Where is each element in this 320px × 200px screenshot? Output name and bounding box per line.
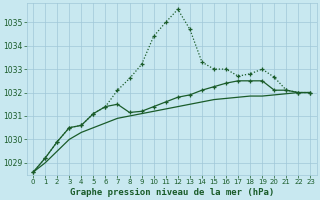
X-axis label: Graphe pression niveau de la mer (hPa): Graphe pression niveau de la mer (hPa) [70, 188, 274, 197]
